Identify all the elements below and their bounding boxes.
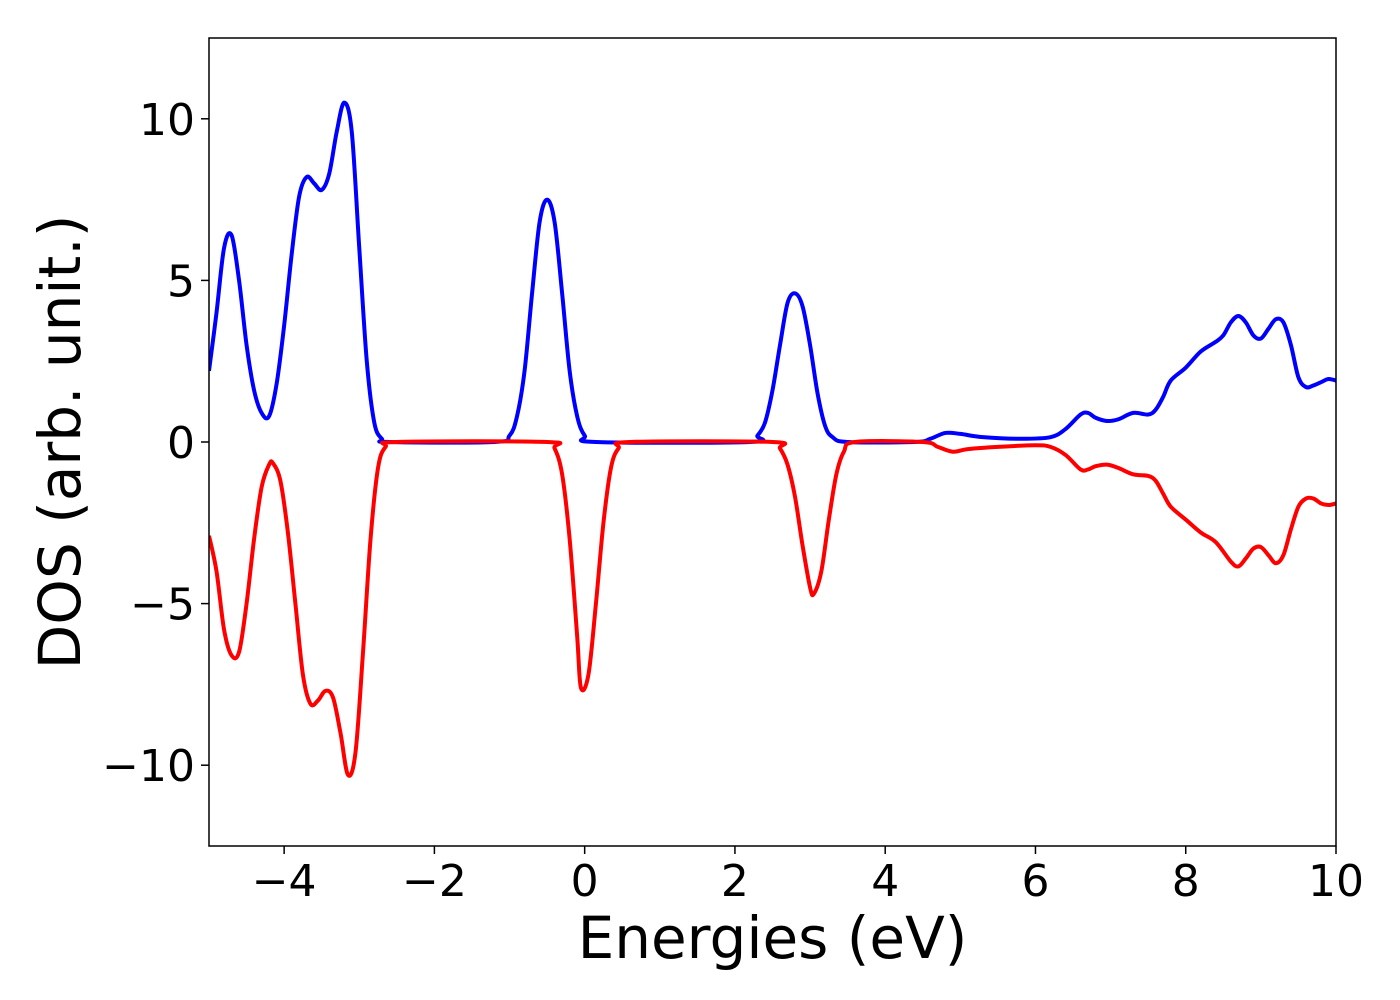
series-line-negative: [209, 439, 1336, 778]
y-tick-label: 0: [167, 418, 195, 469]
x-tick-label: 2: [721, 856, 749, 907]
series-line-positive: [209, 100, 1336, 445]
y-tick-label: −5: [130, 580, 195, 631]
x-tick-label: 10: [1308, 856, 1364, 907]
y-axis-label: DOS (arb. unit.): [26, 215, 94, 670]
x-tick-label: 6: [1021, 856, 1049, 907]
x-tick-label: 0: [571, 856, 599, 907]
y-tick-label: 10: [139, 95, 195, 146]
x-tick-label: −2: [402, 856, 467, 907]
x-axis-ticks: −4 −2 0 2 4 6 8 10: [252, 846, 1364, 907]
x-tick-label: 4: [871, 856, 899, 907]
x-tick-label: −4: [252, 856, 317, 907]
y-tick-label: 5: [167, 256, 195, 307]
y-axis-ticks: −10 −5 0 5 10: [102, 95, 209, 792]
plot-area-frame: [208, 37, 1337, 847]
y-tick-label: −10: [102, 741, 195, 792]
x-tick-label: 8: [1172, 856, 1200, 907]
x-axis-label: Energies (eV): [578, 904, 968, 972]
series-layer: [209, 100, 1336, 778]
